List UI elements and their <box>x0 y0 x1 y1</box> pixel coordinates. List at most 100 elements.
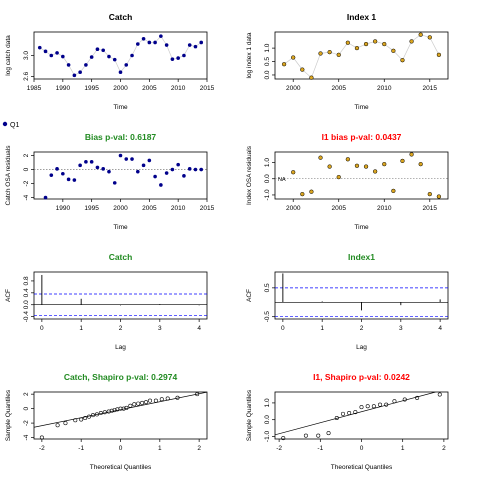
x-tick-label: 1 <box>158 445 162 452</box>
data-point <box>391 48 396 53</box>
x-tick-label: 2 <box>119 325 123 332</box>
data-point <box>378 402 383 407</box>
data-point <box>182 174 186 178</box>
data-point <box>400 58 405 63</box>
data-point <box>365 404 370 409</box>
x-axis-label: Time <box>354 224 369 231</box>
y-tick-label: 0.5 <box>264 57 271 66</box>
y-axis-label: Sample Quantiles <box>246 389 253 441</box>
data-point <box>72 178 77 182</box>
x-axis-label: Lag <box>115 344 126 351</box>
data-point <box>309 75 314 80</box>
data-point <box>363 164 369 169</box>
data-point <box>159 397 164 402</box>
data-point <box>359 405 364 410</box>
data-point <box>303 433 308 438</box>
data-point <box>102 410 107 415</box>
chart-panel-5: Index1 0 1 2 3 4 -0.5 0.5 Lag ACF <box>246 252 449 351</box>
x-tick-label: 2015 <box>200 85 215 92</box>
y-tick-label: 2.6 <box>23 71 30 80</box>
x-tick-label: 2010 <box>377 205 392 212</box>
data-point <box>195 392 200 397</box>
data-point <box>118 70 123 75</box>
data-point <box>61 54 65 59</box>
data-point <box>136 169 140 174</box>
data-point <box>130 53 134 58</box>
x-tick-label: 1990 <box>56 205 71 212</box>
chart-title: I1, Shapiro p-val: 0.0242 <box>313 372 410 382</box>
data-point <box>73 418 78 423</box>
data-point <box>101 48 105 53</box>
data-point <box>159 183 163 187</box>
data-point <box>436 52 442 57</box>
y-tick-label: 2 <box>23 153 30 157</box>
y-axis-label: log catch data <box>5 35 12 76</box>
chart-title: Catch <box>109 12 133 22</box>
data-point <box>37 45 42 50</box>
data-point <box>147 398 152 403</box>
data-point <box>363 41 369 47</box>
y-axis-label: ACF <box>5 289 12 302</box>
data-point <box>147 40 152 45</box>
data-point <box>392 399 397 404</box>
data-point <box>124 157 129 161</box>
x-tick-label: 1985 <box>27 85 42 92</box>
data-point <box>176 162 180 167</box>
data-point <box>49 53 54 58</box>
y-tick-label: 2 <box>23 392 30 396</box>
na-annotation: NA <box>278 177 286 183</box>
data-point <box>55 167 59 171</box>
data-point <box>164 43 169 47</box>
data-point <box>107 54 111 59</box>
data-point <box>95 47 100 52</box>
data-point <box>176 56 180 60</box>
data-point <box>373 169 378 174</box>
x-tick-label: 2005 <box>142 85 157 92</box>
x-tick-label: 2010 <box>377 85 392 92</box>
data-point <box>437 392 442 397</box>
y-tick-label: -0.4 <box>23 311 30 323</box>
x-tick-label: 2015 <box>423 85 438 92</box>
x-axis-label: Theoretical Quantiles <box>90 464 152 471</box>
plot-frame <box>274 151 449 200</box>
x-tick-label: 2010 <box>171 85 186 92</box>
legend: Q1 <box>2 121 19 129</box>
data-point <box>340 411 345 416</box>
data-point <box>95 165 100 170</box>
x-tick-label: 2000 <box>286 85 301 92</box>
y-tick-label: 1.0 <box>264 43 271 52</box>
chart-panel-7: I1, Shapiro p-val: 0.0242 -2 -1 0 1 2 -1.0 0.0 1… <box>246 372 449 471</box>
data-point <box>109 408 114 413</box>
data-point <box>175 395 180 400</box>
data-point <box>354 45 360 51</box>
data-point <box>382 162 387 167</box>
data-point <box>318 155 323 160</box>
data-point <box>347 410 352 415</box>
data-point <box>84 63 88 67</box>
data-point <box>353 410 358 415</box>
y-tick-label: -1.0 <box>264 189 271 201</box>
plot-frame <box>274 391 449 440</box>
y-axis-label: Index OSA residuals <box>246 145 253 205</box>
data-point <box>43 49 48 54</box>
x-axis-label: Time <box>354 104 369 111</box>
data-point <box>418 32 423 37</box>
chart-title: Catch, Shapiro p-val: 0.2974 <box>64 372 178 382</box>
x-tick-label: 2000 <box>286 205 301 212</box>
data-point <box>318 51 323 56</box>
data-point <box>300 191 305 197</box>
x-axis-label: Time <box>113 224 128 231</box>
x-tick-label: 1 <box>79 325 83 332</box>
data-point <box>373 39 378 44</box>
x-axis-label: Time <box>113 104 128 111</box>
data-point <box>281 436 286 441</box>
data-point <box>61 171 65 176</box>
data-point <box>87 414 92 419</box>
data-point <box>165 396 170 401</box>
chart-panel-6: Catch, Shapiro p-val: 0.2974 -2 -1 0 1 2 -4 -2 0… <box>5 372 208 471</box>
x-tick-label: 2 <box>197 445 201 452</box>
data-point <box>78 70 82 75</box>
data-point <box>291 55 296 60</box>
chart-panel-3: I1 bias p-val: 0.0437 2000 2005 2010 2015 -1.… <box>246 132 449 231</box>
